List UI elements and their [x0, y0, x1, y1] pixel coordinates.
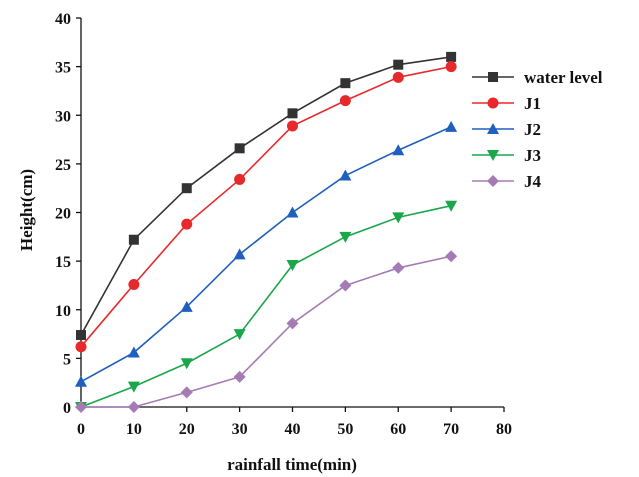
data-point-j4 [286, 317, 299, 330]
y-tick-label: 30 [55, 108, 71, 125]
data-point-j2 [445, 120, 458, 132]
legend-label: J3 [524, 146, 541, 165]
data-point-j2 [233, 248, 246, 260]
data-point-j1 [75, 341, 87, 353]
data-point-j4 [392, 261, 405, 274]
data-point-j3 [127, 381, 140, 393]
data-point-j3 [180, 358, 193, 370]
legend-item-j4: J4 [472, 172, 542, 191]
data-point-j1 [445, 61, 457, 73]
y-tick-label: 5 [63, 351, 71, 368]
series-lines [75, 51, 458, 413]
legend: water level J1 J2 J3 J4 [472, 68, 603, 191]
legend-marker [487, 175, 499, 187]
series-j1 [75, 61, 457, 353]
data-point-j2 [286, 206, 299, 218]
data-point-j2 [127, 346, 140, 358]
legend-label: J1 [524, 94, 541, 113]
data-point-j1 [392, 71, 404, 83]
series-j2 [75, 120, 458, 387]
x-axis-title: rainfall time(min) [227, 455, 357, 474]
data-point-j1 [234, 173, 246, 185]
series-line-j1 [80, 65, 452, 348]
data-point-water-level [128, 234, 139, 245]
y-tick-label: 40 [55, 11, 71, 28]
x-tick-label: 80 [496, 421, 512, 438]
legend-item-j2: J2 [472, 120, 541, 139]
data-point-j3 [392, 212, 405, 224]
data-point-j4 [445, 250, 458, 263]
data-point-j2 [339, 169, 352, 181]
y-tick-label: 25 [55, 157, 71, 174]
data-point-j1 [339, 95, 351, 107]
y-tick-label: 10 [55, 303, 71, 320]
x-tick-label: 60 [390, 421, 406, 438]
legend-item-water-level: water level [472, 68, 603, 87]
x-tick-label: 40 [285, 421, 301, 438]
data-point-water-level [287, 108, 298, 119]
series-water-level [76, 51, 457, 341]
data-point-j4 [180, 386, 193, 399]
x-tick-label: 20 [179, 421, 195, 438]
y-axis-title: Height(cm) [17, 169, 36, 251]
data-point-water-level [446, 51, 457, 62]
data-point-j3 [339, 231, 352, 243]
legend-item-j3: J3 [472, 146, 541, 165]
data-point-water-level [76, 330, 86, 341]
y-tick-label: 15 [55, 254, 71, 271]
data-point-j4 [233, 370, 246, 383]
data-point-j4 [75, 401, 87, 413]
data-point-j3 [286, 260, 299, 272]
tick-labels: 0 10 20 30 40 50 60 70 80 0 5 10 15 20 25 30 35 40 [55, 11, 512, 438]
x-tick-label: 0 [77, 421, 85, 438]
data-point-water-level [393, 59, 404, 70]
data-point-j4 [339, 279, 352, 292]
data-point-j1 [287, 120, 298, 132]
data-point-j2 [392, 144, 405, 156]
data-point-water-level [234, 143, 245, 154]
data-point-j4 [127, 401, 140, 413]
data-point-j3 [445, 200, 458, 212]
x-tick-label: 50 [337, 421, 353, 438]
data-point-j1 [128, 278, 140, 290]
x-tick-label: 70 [443, 421, 459, 438]
data-point-water-level [181, 183, 192, 194]
data-point-j3 [233, 329, 246, 341]
series-j4 [75, 250, 458, 413]
x-tick-label: 30 [232, 421, 248, 438]
series-line-j4 [81, 255, 452, 408]
data-point-j2 [75, 375, 87, 387]
series-line-water-level [80, 56, 452, 336]
series-line-j3 [80, 204, 452, 408]
y-tick-label: 0 [63, 400, 71, 417]
legend-label: water level [524, 68, 603, 87]
legend-label: J2 [524, 120, 541, 139]
series-line-j2 [80, 126, 452, 383]
legend-label: J4 [524, 172, 542, 191]
data-point-water-level [340, 78, 351, 89]
legend-marker [487, 97, 499, 109]
x-tick-label: 10 [126, 421, 142, 438]
legend-item-j1: J1 [472, 94, 541, 113]
y-tick-label: 35 [55, 60, 71, 77]
data-point-j2 [180, 300, 193, 312]
y-tick-label: 20 [55, 206, 71, 223]
legend-marker [487, 150, 499, 161]
data-point-j1 [181, 218, 193, 230]
legend-marker [488, 72, 498, 82]
legend-marker [487, 123, 499, 134]
